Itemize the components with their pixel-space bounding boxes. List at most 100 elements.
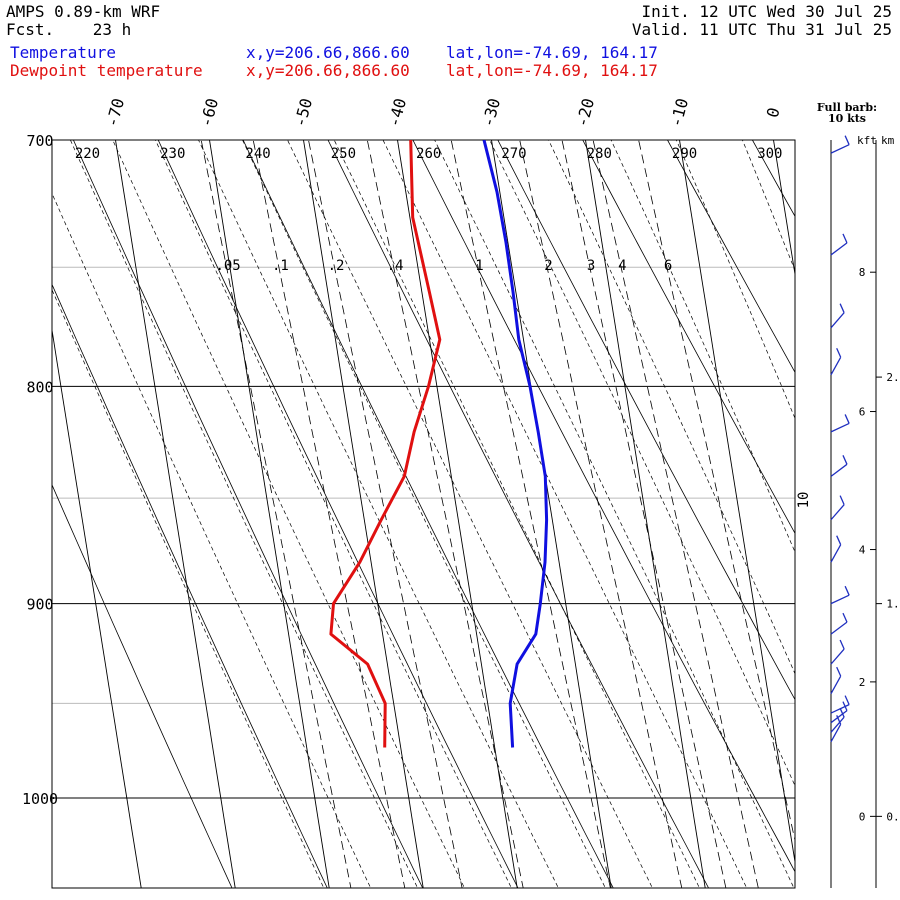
mixing-ratio-line (200, 140, 352, 888)
isotherm (679, 140, 795, 865)
wind-barb (830, 422, 850, 433)
mixing-ratio-label: .05 (215, 258, 240, 274)
mixing-ratio-line (252, 140, 406, 888)
dry-adiabat (242, 140, 614, 888)
temperature-legend-label: Temperature (10, 43, 116, 62)
temperature-xy: x,y=206.66,866.60 (246, 43, 410, 62)
mixing-ratio-lines (200, 140, 795, 888)
kft-tick-label: 8 (859, 266, 866, 279)
wind-barb (830, 710, 848, 724)
theta-label: 270 (501, 146, 526, 162)
isotherms (0, 87, 900, 900)
init-time: Init. 12 UTC Wed 30 Jul 25 (641, 2, 892, 21)
mixing-ratio-label: 3 (587, 258, 595, 274)
valid-time: Valid. 11 UTC Thu 31 Jul 25 (631, 20, 892, 39)
moist-adiabat (489, 140, 795, 787)
dry-adiabat (52, 483, 233, 888)
kft-tick-label: 0 (859, 810, 866, 823)
wind-barb-flag (839, 303, 845, 313)
wind-barb (830, 356, 842, 376)
moist-adiabat (742, 140, 795, 272)
moist-adiabat (52, 288, 325, 888)
theta-label: 260 (416, 146, 441, 162)
isotherm (303, 140, 424, 888)
wind-barb (830, 463, 848, 477)
dewpoint-profile (329, 140, 442, 748)
moist-adiabats (52, 140, 795, 888)
isotherm (0, 87, 50, 900)
theta-label: 230 (160, 146, 185, 162)
mixing-ratio-line (366, 140, 524, 888)
kft-tick-label: 6 (859, 406, 866, 419)
wind-barb-flag (844, 695, 850, 705)
mixing-ratio-label: .2 (328, 258, 345, 274)
wind-barb-flag (836, 348, 842, 358)
wind-barb (830, 242, 848, 256)
moist-adiabat (155, 140, 512, 888)
dry-adiabat (52, 283, 328, 888)
wind-barb (830, 504, 845, 521)
wind-barb-flag (836, 535, 842, 545)
mixing-ratio-line (519, 140, 683, 888)
km-axis-label: km (881, 134, 895, 147)
theta-label: 240 (245, 146, 270, 162)
wind-barb (830, 621, 848, 635)
theta-label: 290 (672, 146, 697, 162)
moist-adiabat (548, 140, 795, 675)
isotherm (115, 140, 236, 888)
km-tick-label: 1. (886, 598, 899, 611)
dry-adiabat (497, 140, 795, 701)
dry-adiabat (807, 87, 900, 900)
wind-barb-flag (844, 585, 850, 596)
temperature-tick-label: 0 (763, 105, 784, 119)
barb-legend: Full barb: 10 kts (812, 102, 882, 124)
wind-barb (830, 544, 842, 563)
mixing-ratio-line (592, 140, 759, 888)
temperature-tick-label: -40 (384, 96, 410, 129)
dry-adiabat (582, 140, 795, 535)
dry-adiabat (412, 140, 795, 873)
mixing-ratio-line (450, 140, 611, 888)
dewpoint-legend-label: Dewpoint temperature (10, 61, 203, 80)
theta-label: 250 (331, 146, 356, 162)
wind-barb (830, 594, 850, 605)
temperature-latlon: lat,lon=-74.69, 164.17 (446, 43, 658, 62)
moist-adiabat (52, 192, 372, 888)
mixing-ratio-line (308, 140, 463, 888)
wind-barb-flag (839, 639, 845, 650)
mixing-ratio-label: .4 (387, 258, 404, 274)
mixing-ratio-line (561, 140, 727, 888)
isotherm (397, 140, 518, 888)
isobars (52, 139, 795, 799)
barb-legend-line1: Full barb: (816, 101, 878, 114)
wind-barb-flag (839, 495, 845, 505)
mixing-ratio-line (638, 140, 795, 843)
temperature-profile (482, 140, 549, 748)
pressure-tick-label: 900 (26, 596, 53, 614)
isotherm (209, 140, 330, 888)
kft-tick-label: 2 (859, 676, 866, 689)
km-tick-label: 2. (886, 371, 899, 384)
wind-barb-flag (844, 414, 850, 424)
isotherm (859, 87, 900, 900)
moist-adiabat (287, 140, 653, 888)
isotherm (585, 140, 706, 888)
wind-speed-annotation: 10 (796, 492, 812, 509)
mixing-ratio-label: 1 (475, 258, 483, 274)
wind-barb (830, 724, 842, 743)
isotherm (52, 327, 142, 888)
dry-adiabats (52, 87, 900, 900)
theta-label: 220 (75, 146, 100, 162)
moist-adiabat (198, 140, 559, 888)
wind-barb (830, 312, 845, 329)
wind-barb-flag (836, 715, 842, 725)
wind-barb-panel: kft km 8 6 4 2 0 2. 1. 0. 10 (796, 134, 900, 888)
temperature-tick-label: -20 (572, 96, 598, 129)
sounding-profiles (329, 140, 549, 748)
dewpoint-latlon: lat,lon=-74.69, 164.17 (446, 61, 658, 80)
moist-adiabat (112, 140, 465, 888)
moist-adiabat (610, 140, 795, 553)
kft-axis-label: kft (857, 134, 877, 147)
